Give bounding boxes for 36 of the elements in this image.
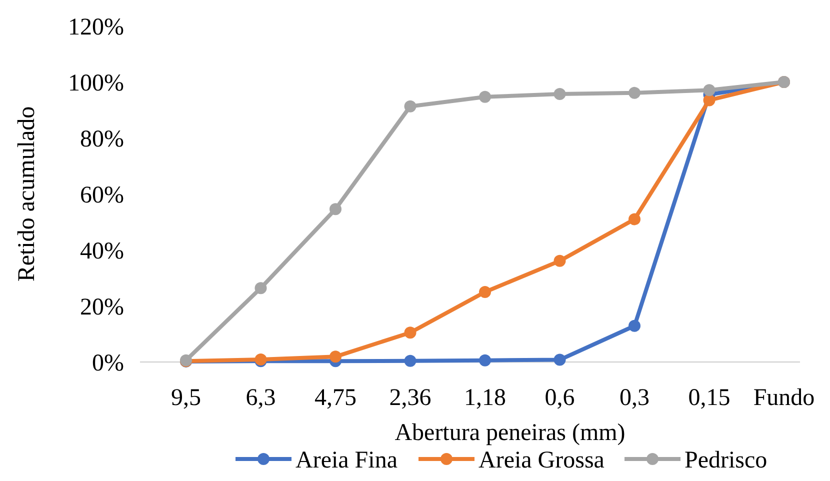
y-tick-label: 80% — [80, 126, 124, 152]
legend-label: Areia Fina — [296, 447, 398, 474]
point — [554, 254, 566, 267]
point — [628, 86, 640, 99]
y-tick-label: 100% — [68, 70, 124, 96]
point — [628, 320, 640, 332]
y-tick-label: 40% — [80, 238, 124, 264]
point — [404, 326, 416, 339]
x-tick-label: 0,3 — [620, 385, 650, 411]
point — [404, 354, 416, 367]
y-axis-title: Retido acumulado — [14, 106, 40, 282]
x-tick-label: 1,18 — [464, 385, 506, 411]
x-axis-title: Abertura peneiras (mm) — [394, 420, 626, 446]
x-tick-label: Fundo — [753, 385, 815, 411]
x-tick-label: 6,3 — [246, 385, 276, 411]
point — [554, 88, 566, 100]
y-tick-label: 0% — [92, 350, 124, 376]
x-tick-label: 9,5 — [171, 385, 201, 411]
y-tick-label: 60% — [80, 182, 124, 208]
x-tick-label: 2,36 — [389, 385, 432, 411]
point — [479, 354, 491, 366]
x-tick-label: 0,6 — [544, 385, 575, 411]
legend-label: Areia Grossa — [478, 447, 605, 474]
point — [330, 203, 342, 216]
point — [479, 90, 491, 103]
point — [254, 282, 267, 294]
point — [628, 213, 640, 226]
x-tick-label: 4,75 — [314, 385, 356, 411]
x-tick-label: 0,15 — [688, 385, 730, 411]
y-tick-label: 20% — [80, 294, 124, 320]
legend-label: Pedrisco — [684, 447, 768, 474]
point — [330, 350, 342, 363]
point — [404, 100, 416, 112]
point — [479, 286, 491, 298]
point — [554, 354, 566, 366]
y-tick-label: 120% — [68, 14, 124, 40]
